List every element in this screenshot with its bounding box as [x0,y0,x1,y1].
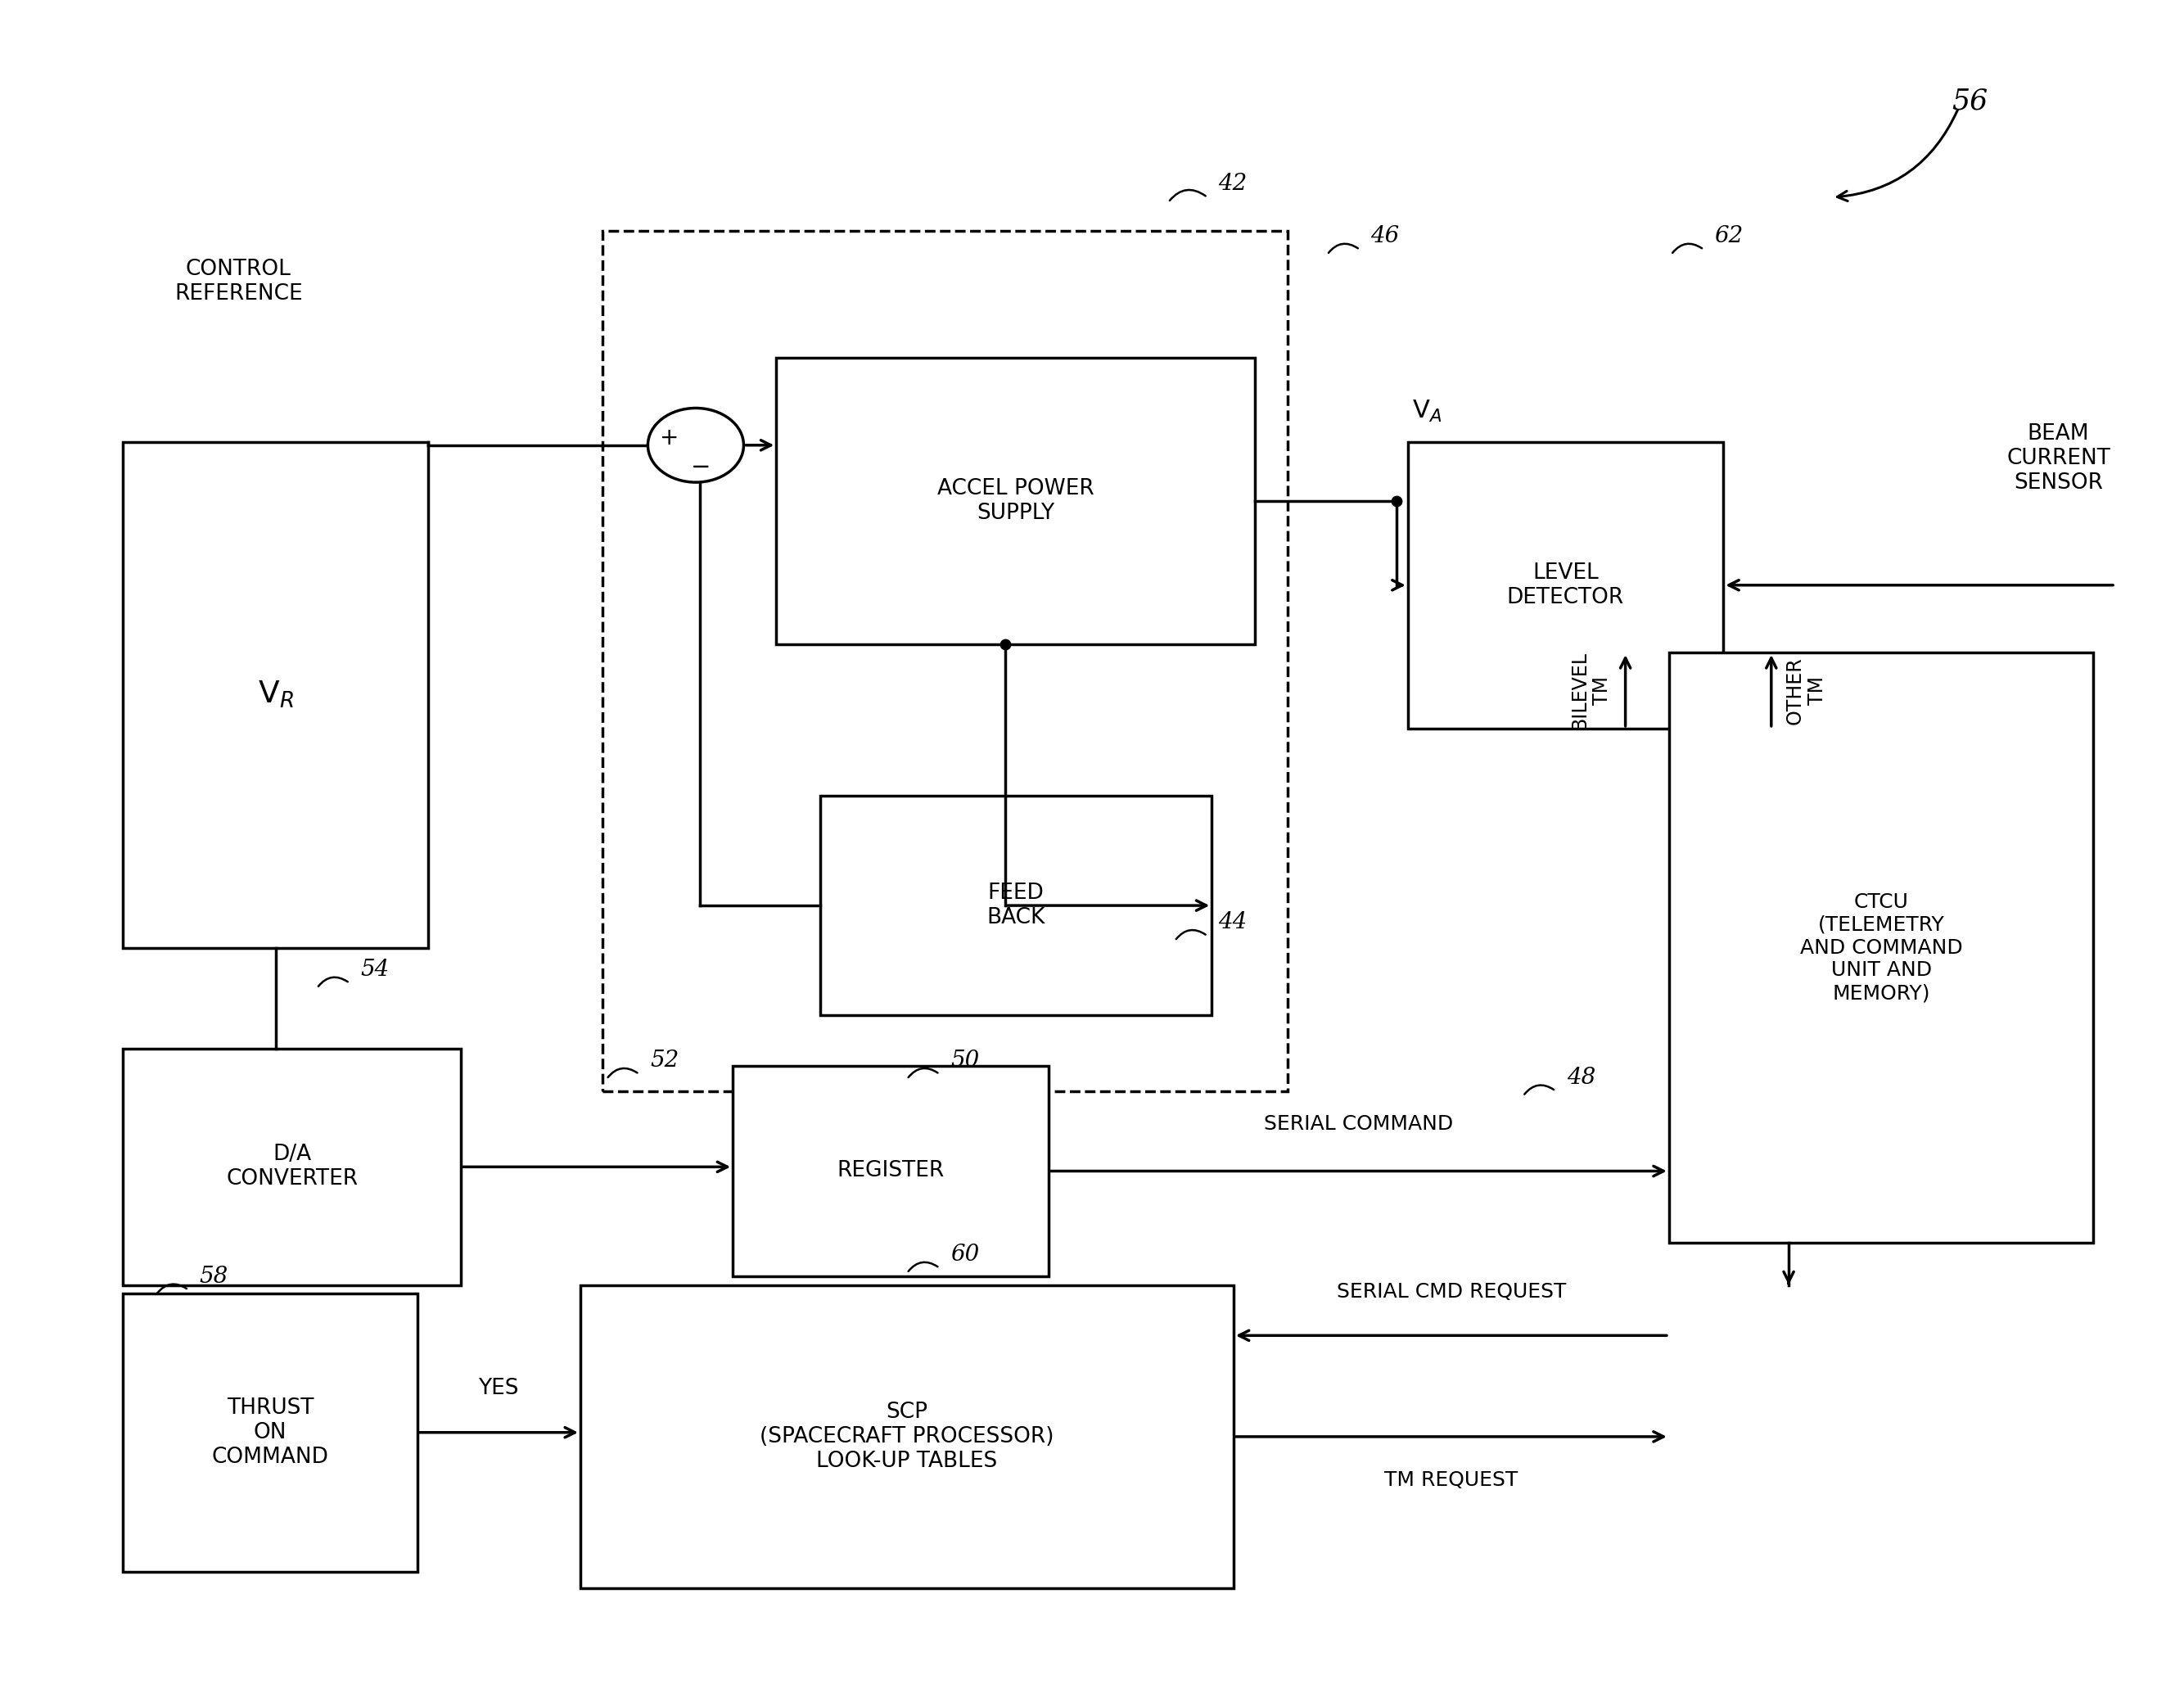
Text: −: − [690,455,710,479]
Bar [1409,442,1723,728]
Text: +: + [660,427,679,449]
Text: LEVEL
DETECTOR: LEVEL DETECTOR [1507,562,1625,608]
Text: YES: YES [478,1378,520,1398]
Text: V$_A$: V$_A$ [1413,400,1441,425]
Bar [734,1065,1048,1277]
Bar [1669,652,2094,1243]
Text: 60: 60 [950,1243,978,1266]
Bar [819,796,1212,1016]
Bar [122,1293,417,1571]
Bar [603,230,1289,1090]
Text: 50: 50 [950,1050,978,1072]
Bar [775,357,1256,643]
Text: BEAM
CURRENT
SENSOR: BEAM CURRENT SENSOR [2007,423,2110,494]
Text: 46: 46 [1372,225,1400,247]
Text: SERIAL COMMAND: SERIAL COMMAND [1265,1114,1452,1134]
Text: 54: 54 [360,958,389,980]
Text: SCP
(SPACECRAFT PROCESSOR)
LOOK-UP TABLES: SCP (SPACECRAFT PROCESSOR) LOOK-UP TABLE… [760,1402,1055,1471]
Text: V$_R$: V$_R$ [258,679,293,709]
Bar [122,442,428,948]
Text: D/A
CONVERTER: D/A CONVERTER [225,1144,358,1190]
Text: 62: 62 [1714,225,1743,247]
Text: FEED
BACK: FEED BACK [987,882,1044,928]
Text: BILEVEL
TM: BILEVEL TM [1570,652,1612,730]
Text: SERIAL CMD REQUEST: SERIAL CMD REQUEST [1337,1282,1566,1302]
Text: OTHER
TM: OTHER TM [1784,657,1828,725]
Text: 42: 42 [1219,173,1247,195]
Bar [581,1285,1234,1588]
Text: 48: 48 [1566,1067,1597,1089]
Text: 52: 52 [651,1050,679,1072]
Text: 56: 56 [1952,88,1987,115]
Text: 44: 44 [1219,911,1247,933]
Text: ACCEL POWER
SUPPLY: ACCEL POWER SUPPLY [937,477,1094,523]
Text: REGISTER: REGISTER [836,1160,943,1182]
Text: THRUST
ON
COMMAND: THRUST ON COMMAND [212,1397,328,1468]
Bar [122,1050,461,1285]
Text: CTCU
(TELEMETRY
AND COMMAND
UNIT AND
MEMORY): CTCU (TELEMETRY AND COMMAND UNIT AND MEM… [1800,892,1963,1002]
Text: 58: 58 [199,1265,227,1288]
Text: TM REQUEST: TM REQUEST [1385,1471,1518,1490]
Circle shape [649,408,743,483]
Text: CONTROL
REFERENCE: CONTROL REFERENCE [175,259,304,305]
